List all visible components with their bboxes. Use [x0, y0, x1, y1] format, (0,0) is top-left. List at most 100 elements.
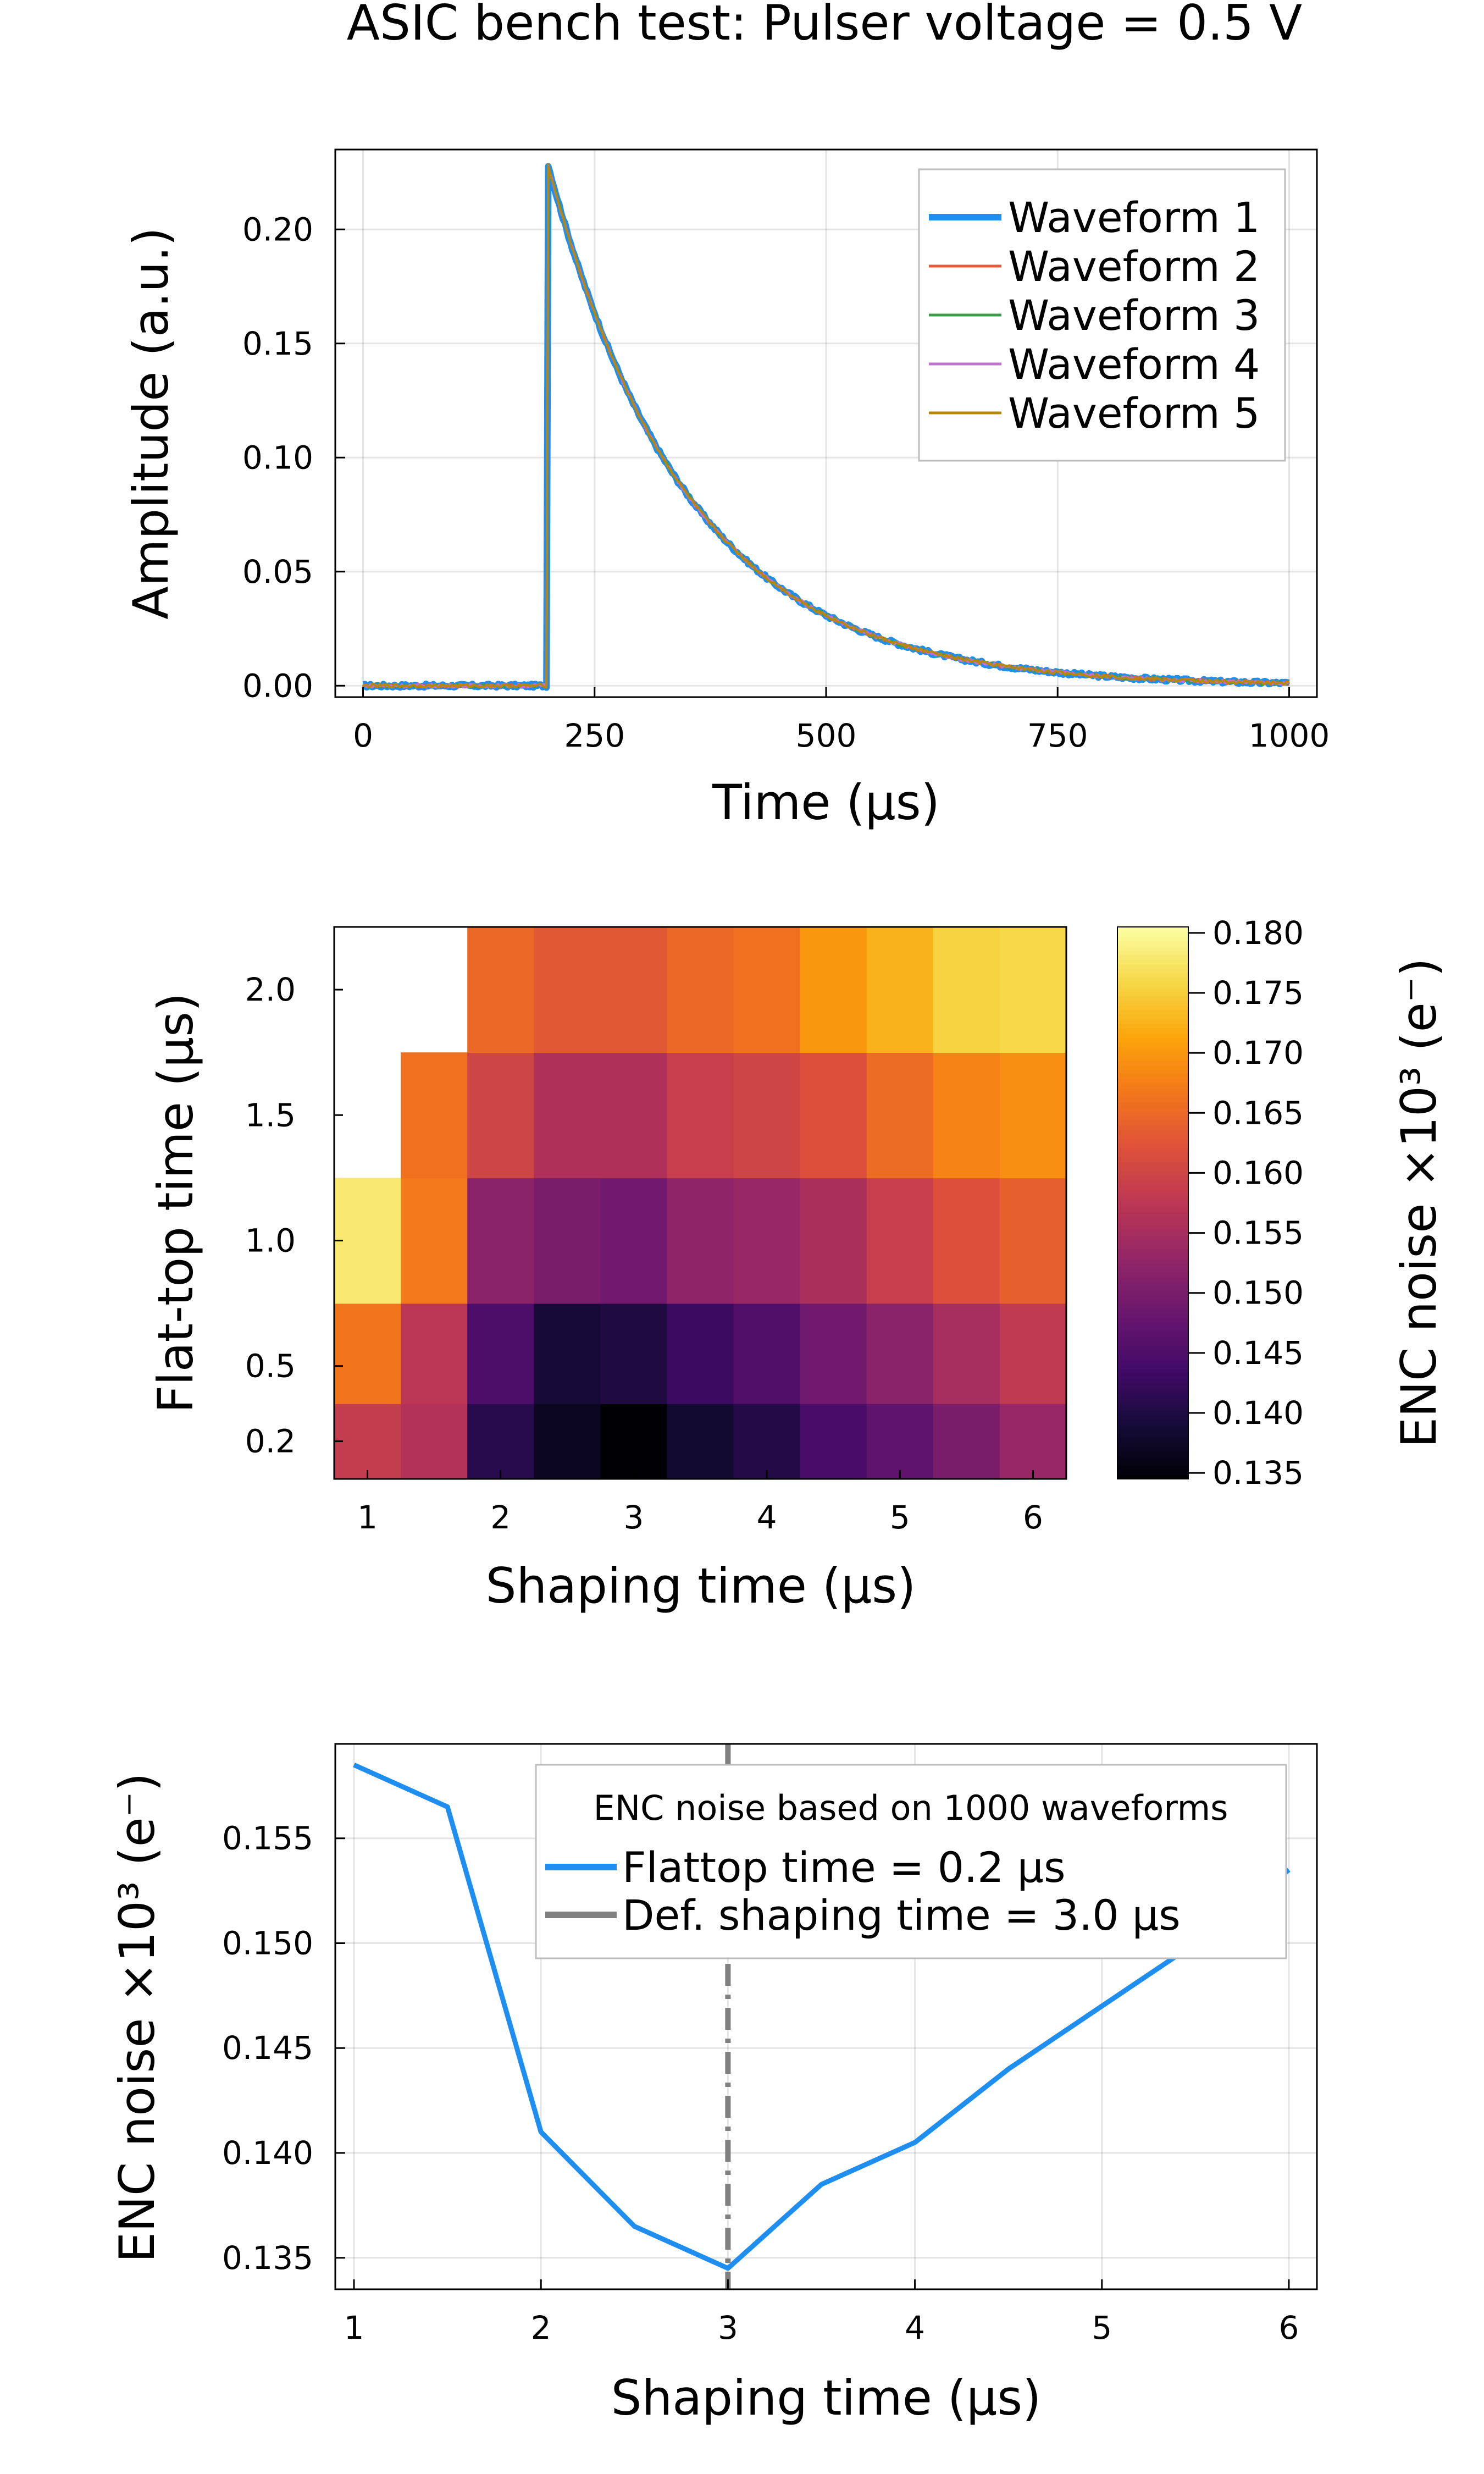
colorbar-segment [1117, 1355, 1188, 1360]
colorbar-segment [1117, 1276, 1188, 1282]
colorbar-segment [1117, 978, 1188, 983]
heatmap-cell [467, 1303, 535, 1404]
colorbar-segment [1117, 1262, 1188, 1268]
heatmap-cell [467, 1178, 535, 1304]
colorbar-tick-label: 0.135 [1212, 1454, 1304, 1492]
heatmap-colorbar-label: ENC noise ×10³ (e⁻) [1391, 958, 1447, 1448]
heatmap-x-ticks: 1 2 3 4 5 6 [357, 1470, 1043, 1536]
enc-chart: 1 2 3 4 5 6 0.135 0.140 0.145 0.150 0.155 Shaping… [109, 1743, 1318, 2426]
colorbar-segment [1117, 1225, 1188, 1232]
heatmap-cell [467, 927, 535, 1053]
colorbar-segment [1117, 1456, 1188, 1461]
heatmap-cell [534, 927, 601, 1053]
colorbar-segment [1117, 1313, 1188, 1319]
enc-x-tick-label: 4 [905, 2309, 925, 2346]
heatmap-colorbar [1117, 926, 1189, 1479]
colorbar-segment [1117, 1373, 1188, 1378]
heatmap-y-ticks: 0.2 0.5 1.0 1.5 2.0 [245, 971, 343, 1460]
colorbar-segment [1117, 1345, 1188, 1351]
heatmap-cell [999, 1404, 1067, 1479]
colorbar-segment [1117, 1051, 1188, 1057]
colorbar-segment [1117, 1217, 1188, 1222]
heatmap-cell [334, 1303, 401, 1404]
heatmap-cell [667, 1178, 734, 1304]
colorbar-segment [1117, 973, 1188, 979]
colorbar-segment [1117, 1046, 1188, 1052]
colorbar-segment [1117, 1170, 1188, 1176]
colorbar-segment [1117, 1147, 1188, 1153]
enc-x-label: Shaping time (µs) [611, 2370, 1042, 2426]
heatmap-cell [999, 1178, 1067, 1304]
colorbar-segment [1117, 996, 1188, 1001]
heatmap-x-tick-label: 1 [357, 1499, 378, 1536]
colorbar-segment [1117, 1332, 1188, 1337]
heatmap-cell [401, 1303, 468, 1404]
enc-y-tick-label: 0.155 [222, 1820, 313, 1857]
colorbar-segment [1117, 1387, 1188, 1393]
waveform-y-tick-label: 0.20 [242, 211, 313, 248]
colorbar-segment [1117, 963, 1188, 969]
colorbar-segment [1117, 1042, 1188, 1047]
waveform-x-ticks: 0 250 500 750 1000 [353, 687, 1330, 754]
colorbar-segment [1117, 1272, 1188, 1277]
waveform-x-tick-label: 750 [1027, 717, 1088, 754]
heatmap-cell [600, 1404, 668, 1479]
colorbar-segment [1117, 1410, 1188, 1415]
colorbar-segment [1117, 1184, 1188, 1190]
heatmap-cell [334, 1178, 401, 1304]
heatmap-cell [667, 1404, 734, 1479]
colorbar-segment [1117, 1157, 1188, 1162]
heatmap-cell [800, 1303, 867, 1404]
waveform-x-label: Time (µs) [712, 774, 940, 831]
heatmap-cell [334, 1404, 401, 1479]
waveform-y-tick-label: 0.15 [242, 325, 313, 362]
waveform-x-tick-label: 0 [353, 717, 373, 754]
colorbar-segment [1117, 968, 1188, 974]
heatmap-cell [600, 1052, 668, 1179]
colorbar-segment [1117, 1336, 1188, 1341]
colorbar-segment [1117, 1028, 1188, 1034]
heatmap-cell [733, 1052, 801, 1179]
heatmap-y-tick-label: 2.0 [245, 971, 296, 1008]
enc-legend: ENC noise based on 1000 waveforms Flatto… [535, 1764, 1287, 1959]
colorbar-segment [1117, 1244, 1188, 1250]
enc-x-ticks: 1 2 3 4 5 6 [344, 2279, 1299, 2346]
waveform-y-ticks: 0.00 0.05 0.10 0.15 0.20 [242, 211, 345, 704]
enc-y-tick-label: 0.135 [222, 2239, 313, 2277]
colorbar-segment [1117, 1092, 1188, 1098]
colorbar-segment [1117, 1437, 1188, 1443]
colorbar-segment [1117, 1230, 1188, 1236]
heatmap-cell [999, 1052, 1067, 1179]
waveform-x-tick-label: 1000 [1249, 717, 1330, 754]
colorbar-tick-label: 0.145 [1212, 1334, 1304, 1372]
heatmap-cell [401, 1178, 468, 1304]
heatmap-cell [866, 927, 934, 1053]
heatmap-x-tick-label: 2 [490, 1499, 511, 1536]
colorbar-segment [1117, 1166, 1188, 1172]
waveform-x-tick-label: 500 [796, 717, 857, 754]
heatmap-cell [401, 1052, 468, 1179]
heatmap-cell [467, 1404, 535, 1479]
colorbar-segment [1117, 1065, 1188, 1070]
colorbar-segment [1117, 1083, 1188, 1089]
colorbar-segment [1117, 1442, 1188, 1448]
enc-x-tick-label: 1 [344, 2309, 364, 2346]
colorbar-segment [1117, 1189, 1188, 1195]
colorbar-segment [1117, 1235, 1188, 1240]
heatmap-y-label: Flat-top time (µs) [147, 993, 204, 1413]
heatmap-cell [467, 1052, 535, 1179]
enc-y-tick-label: 0.140 [222, 2134, 313, 2172]
colorbar-segment [1117, 1152, 1188, 1158]
colorbar-segment [1117, 1253, 1188, 1259]
heatmap-cell [733, 1303, 801, 1404]
waveform-y-label: Amplitude (a.u.) [123, 227, 179, 619]
heatmap-y-tick-label: 0.5 [245, 1348, 296, 1385]
colorbar-segment [1117, 1203, 1188, 1208]
colorbar-segment [1117, 1258, 1188, 1263]
enc-x-tick-label: 5 [1092, 2309, 1112, 2346]
heatmap-cell [866, 1404, 934, 1479]
colorbar-segment [1117, 1115, 1188, 1121]
heatmap-cell [667, 1303, 734, 1404]
